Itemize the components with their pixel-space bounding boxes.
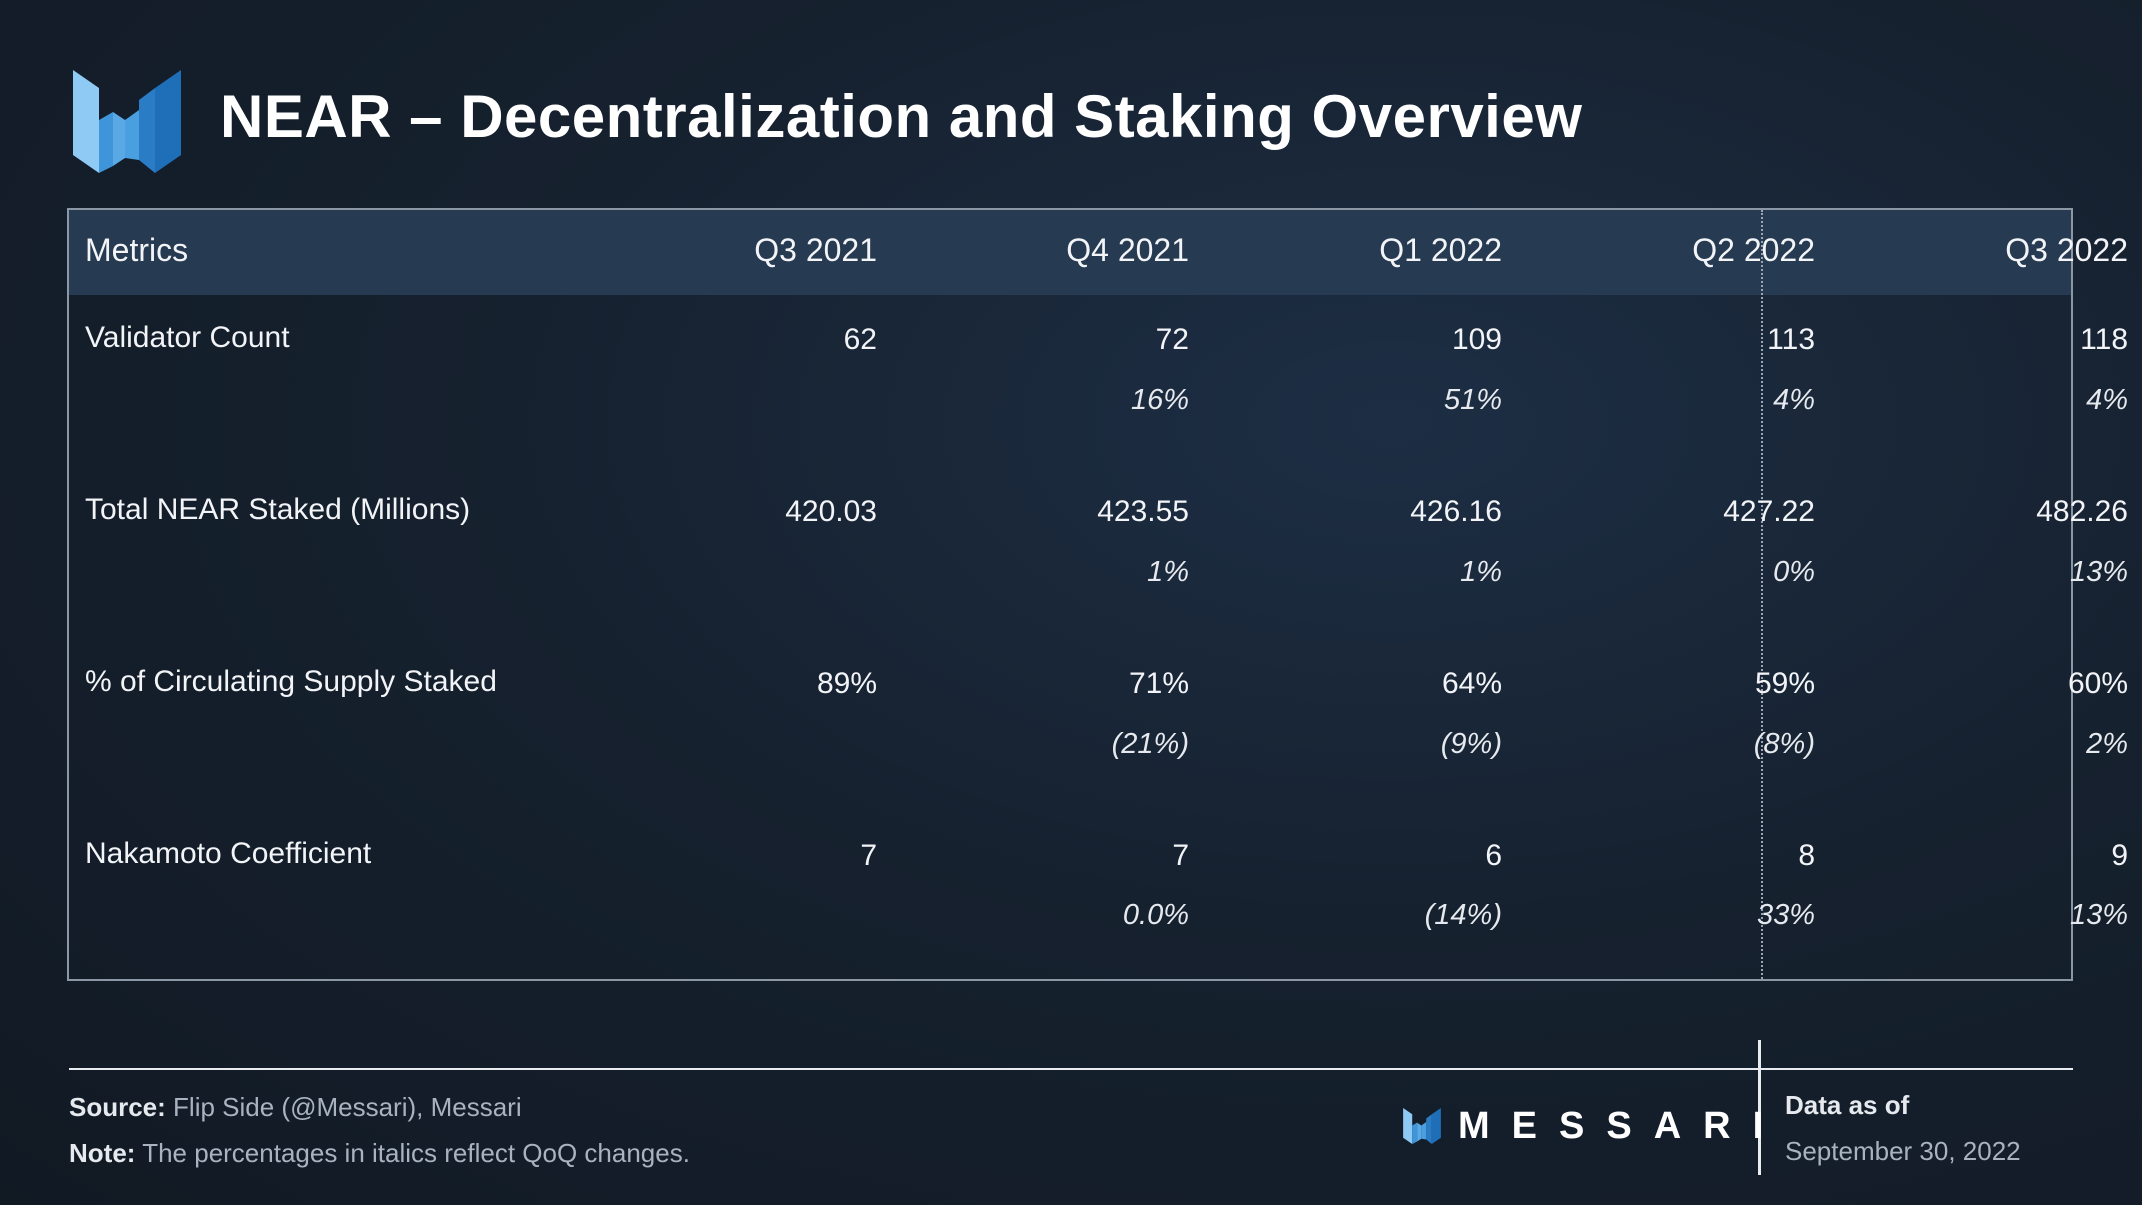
note-label: Note:	[69, 1138, 136, 1168]
metric-label: Total NEAR Staked (Millions)	[85, 493, 471, 526]
table-value: 64%	[1441, 667, 1502, 700]
col-header-q1-2022: Q1 2022	[1379, 232, 1502, 268]
data-as-of-label: Data as of	[1785, 1090, 1910, 1120]
qoq-change: (9%)	[1440, 728, 1502, 760]
table-value: 8	[1798, 839, 1815, 872]
source-text: Flip Side (@Messari), Messari	[173, 1092, 522, 1122]
qoq-change: 1%	[1147, 556, 1189, 588]
qoq-change: 16%	[1130, 384, 1189, 416]
qoq-change: (8%)	[1753, 728, 1815, 760]
footer-divider	[69, 1068, 2073, 1070]
qoq-change: 51%	[1443, 384, 1502, 416]
qoq-change: 4%	[1773, 384, 1815, 416]
table-value: 72	[1155, 323, 1189, 356]
brand-logo: MESSARI	[1402, 1104, 1786, 1147]
qoq-change: 0%	[1773, 556, 1815, 588]
qoq-change: (21%)	[1111, 728, 1189, 760]
table-value: 60%	[2067, 667, 2128, 700]
table-value: 89%	[816, 667, 877, 700]
table-value: 6	[1485, 839, 1502, 872]
table-value: 71%	[1128, 667, 1189, 700]
source-label: Source:	[69, 1092, 166, 1122]
table-value: 62	[843, 323, 877, 356]
metric-label: Nakamoto Coefficient	[85, 837, 372, 870]
qoq-change: (14%)	[1424, 899, 1502, 931]
col-header-q4-2021: Q4 2021	[1066, 232, 1189, 268]
qoq-change: 33%	[1756, 899, 1815, 931]
col-header-q3-2022: Q3 2022	[2005, 232, 2128, 268]
qoq-change: 0.0%	[1122, 899, 1189, 931]
messari-logo-icon	[1403, 1108, 1441, 1144]
footer-vertical-divider	[1758, 1040, 1761, 1175]
metric-label: Validator Count	[85, 321, 290, 354]
note-text: The percentages in italics reflect QoQ c…	[142, 1138, 690, 1168]
page-title: NEAR – Decentralization and Staking Over…	[220, 83, 1583, 150]
table-value: 7	[1172, 839, 1189, 872]
qoq-change: 13%	[2069, 899, 2128, 931]
brand-wordmark: MESSARI	[1458, 1104, 1786, 1147]
table-value: 7	[860, 839, 877, 872]
table-value: 118	[2080, 323, 2128, 356]
latest-quarter-divider	[1761, 210, 1763, 979]
table-value: 113	[1767, 323, 1815, 356]
note-line: Note: The percentages in italics reflect…	[69, 1138, 690, 1169]
table-value: 109	[1451, 323, 1502, 356]
metrics-table: Metrics Q3 2021 Q4 2021 Q1 2022 Q2 2022 …	[67, 208, 2128, 981]
table-value: 427.22	[1723, 495, 1815, 528]
table-value: 423.55	[1097, 495, 1189, 528]
col-header-q2-2022: Q2 2022	[1692, 232, 1815, 268]
qoq-change: 13%	[2069, 556, 2128, 588]
col-header-q3-2021: Q3 2021	[754, 232, 877, 268]
table-value: 482.26	[2036, 495, 2128, 528]
qoq-change: 2%	[2086, 728, 2128, 760]
table-header-band	[69, 210, 2071, 295]
data-as-of-date: September 30, 2022	[1785, 1136, 2021, 1166]
table-value: 420.03	[785, 495, 877, 528]
table-value: 426.16	[1410, 495, 1502, 528]
metric-label: % of Circulating Supply Staked	[85, 665, 497, 698]
messari-logo-icon	[73, 70, 181, 173]
qoq-change: 1%	[1460, 556, 1502, 588]
source-line: Source: Flip Side (@Messari), Messari	[69, 1092, 522, 1123]
qoq-change: 4%	[2086, 384, 2128, 416]
col-header-metrics: Metrics	[85, 232, 189, 268]
table-value: 59%	[1754, 667, 1815, 700]
table-value: 9	[2111, 839, 2128, 872]
